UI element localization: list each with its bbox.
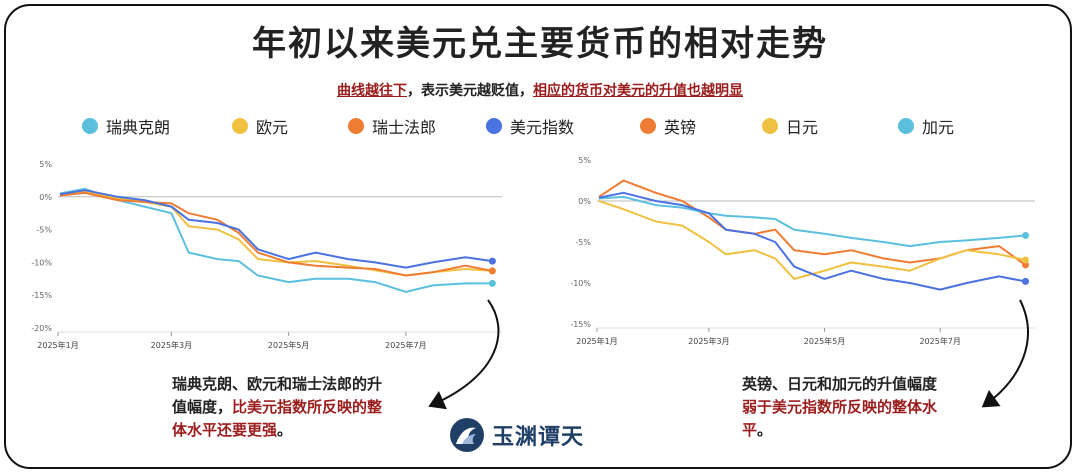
left-chart-series-line-e7919ee585b8e5858be69c97 bbox=[59, 187, 493, 293]
left-callout-arrow bbox=[428, 299, 500, 410]
card-frame bbox=[4, 4, 1072, 469]
subtitle-highlight-2: 相应的货币对美元的升值也越明显 bbox=[533, 83, 743, 99]
chart-left: 5% 0% -5% -10% -15% -20% 2025年1月 2025年3月 2025年5月… bbox=[31, 160, 502, 350]
legend-item-jpy: 日元 bbox=[762, 114, 818, 138]
right-chart-series-line-e697a5e58583 bbox=[598, 200, 1026, 280]
legend-dot-eur bbox=[232, 118, 248, 134]
callout-left-line3a: 体水平还要更强 bbox=[172, 421, 278, 439]
right-chart-x-tick-label: 2025年1月 bbox=[576, 336, 617, 346]
left-chart-y-tick-label: -10% bbox=[31, 258, 52, 267]
callout-left-line3: 体水平还要更强。 bbox=[172, 419, 382, 442]
right-chart-x-tick-label: 2025年7月 bbox=[919, 336, 960, 346]
subtitle-highlight-1: 曲线越往下 bbox=[337, 83, 407, 99]
legend-item-chf: 瑞士法郎 bbox=[348, 114, 436, 138]
legend-dot-dxy bbox=[486, 118, 502, 134]
left-chart-y-tick-label: 0% bbox=[39, 193, 52, 202]
wave-logo-icon bbox=[450, 418, 484, 452]
callout-right-line3: 平。 bbox=[742, 419, 937, 442]
legend-dot-jpy bbox=[762, 118, 778, 134]
right-chart-series-endpoint-e7be8ee58583e68c87e695b0 bbox=[1022, 277, 1030, 285]
left-chart-series-line-e7be8ee58583e68c87e695b0 bbox=[59, 189, 493, 269]
callout-right: 英镑、日元和加元的升值幅度 弱于美元指数所反映的整体水 平。 bbox=[742, 373, 937, 442]
left-chart-series-endpoint-e7be8ee58583e68c87e695b0 bbox=[488, 257, 496, 265]
legend-dot-sek bbox=[82, 118, 98, 134]
left-chart-series-endpoint-e7919ee5a3abe6b395e9838e bbox=[488, 267, 496, 275]
right-chart-y-tick-label: -5% bbox=[575, 238, 591, 247]
legend-label-sek: 瑞典克朗 bbox=[106, 118, 171, 137]
right-chart-y-tick-label: -10% bbox=[570, 279, 591, 288]
legend-item-gbp: 英镑 bbox=[640, 114, 696, 138]
chart-right: 5% 0% -5% -10% -15% 2025年1月 2025年3月 2025年5月 2025… bbox=[570, 156, 1035, 346]
legend-item-eur: 欧元 bbox=[232, 114, 288, 138]
callout-left-line2: 值幅度，比美元指数所反映的整 bbox=[172, 396, 382, 419]
right-chart-series-endpoint-e58aa0e58583 bbox=[1022, 231, 1030, 239]
callout-left-line3b: 。 bbox=[277, 421, 293, 439]
right-chart-series-endpoint-e88bb1e99591 bbox=[1022, 261, 1030, 269]
left-chart-y-tick-label: -15% bbox=[31, 291, 52, 300]
page-subtitle: 曲线越往下，表示美元越贬值，相应的货币对美元的升值也越明显 bbox=[0, 80, 1080, 100]
legend-label-cad: 加元 bbox=[922, 118, 955, 137]
legend-label-dxy: 美元指数 bbox=[510, 118, 575, 137]
legend-item-cad: 加元 bbox=[898, 114, 954, 138]
legend-label-gbp: 英镑 bbox=[664, 118, 697, 137]
legend-item-sek: 瑞典克朗 bbox=[82, 114, 170, 138]
left-chart-x-tick-label: 2025年7月 bbox=[385, 340, 426, 350]
left-chart-y-tick-label: -20% bbox=[31, 324, 52, 333]
callout-right-line1: 英镑、日元和加元的升值幅度 bbox=[742, 375, 938, 393]
legend-dot-cad bbox=[898, 118, 914, 134]
brand-logo: 玉渊谭天 bbox=[450, 418, 584, 452]
callout-left: 瑞典克朗、欧元和瑞士法郎的升 值幅度，比美元指数所反映的整 体水平还要更强。 bbox=[172, 373, 382, 442]
legend-dot-gbp bbox=[640, 118, 656, 134]
callout-left-line2a: 值幅度， bbox=[172, 398, 233, 416]
subtitle-middle: ，表示美元越贬值， bbox=[407, 83, 533, 99]
callout-left-line1: 瑞典克朗、欧元和瑞士法郎的升 bbox=[172, 375, 383, 393]
callout-right-line2: 弱于美元指数所反映的整体水 bbox=[742, 398, 938, 416]
left-chart-series-line-e7919ee5a3abe6b395e9838e bbox=[59, 191, 493, 277]
right-chart-x-tick-label: 2025年3月 bbox=[688, 336, 729, 346]
page-title: 年初以来美元兑主要货币的相对走势 bbox=[252, 24, 828, 64]
legend-label-chf: 瑞士法郎 bbox=[372, 118, 437, 137]
right-chart-x-tick-label: 2025年5月 bbox=[804, 336, 845, 346]
legend-label-jpy: 日元 bbox=[786, 118, 819, 137]
left-chart-y-tick-label: -5% bbox=[36, 226, 52, 235]
right-chart-series-endpoint-e697a5e58583 bbox=[1022, 256, 1030, 264]
right-chart-series-line-e58aa0e58583 bbox=[598, 195, 1026, 248]
callout-left-line2b: 比美元指数所反映的整 bbox=[232, 398, 383, 416]
legend-label-eur: 欧元 bbox=[256, 118, 289, 137]
callout-right-line3a: 平 bbox=[742, 421, 758, 439]
left-chart-y-tick-label: 5% bbox=[39, 160, 52, 169]
brand-logo-text: 玉渊谭天 bbox=[492, 424, 585, 450]
right-chart-y-tick-label: 5% bbox=[578, 156, 591, 165]
right-chart-y-tick-label: 0% bbox=[578, 197, 591, 206]
legend-item-dxy: 美元指数 bbox=[486, 114, 574, 138]
left-chart-x-tick-label: 2025年5月 bbox=[268, 340, 309, 350]
right-chart-series-line-e7be8ee58583e68c87e695b0 bbox=[598, 191, 1026, 291]
left-chart-series-endpoint-e7919ee585b8e5858be69c97 bbox=[488, 279, 496, 287]
legend: 瑞典克朗 欧元 瑞士法郎 美元指数 英镑 日元 加元 bbox=[0, 114, 1080, 138]
right-chart-y-tick-label: -15% bbox=[570, 320, 591, 329]
callout-right-line3b: 。 bbox=[757, 421, 773, 439]
legend-dot-chf bbox=[348, 118, 364, 134]
right-callout-arrow bbox=[981, 299, 1029, 408]
left-chart-x-tick-label: 2025年3月 bbox=[151, 340, 192, 350]
left-chart-x-tick-label: 2025年1月 bbox=[37, 340, 78, 350]
